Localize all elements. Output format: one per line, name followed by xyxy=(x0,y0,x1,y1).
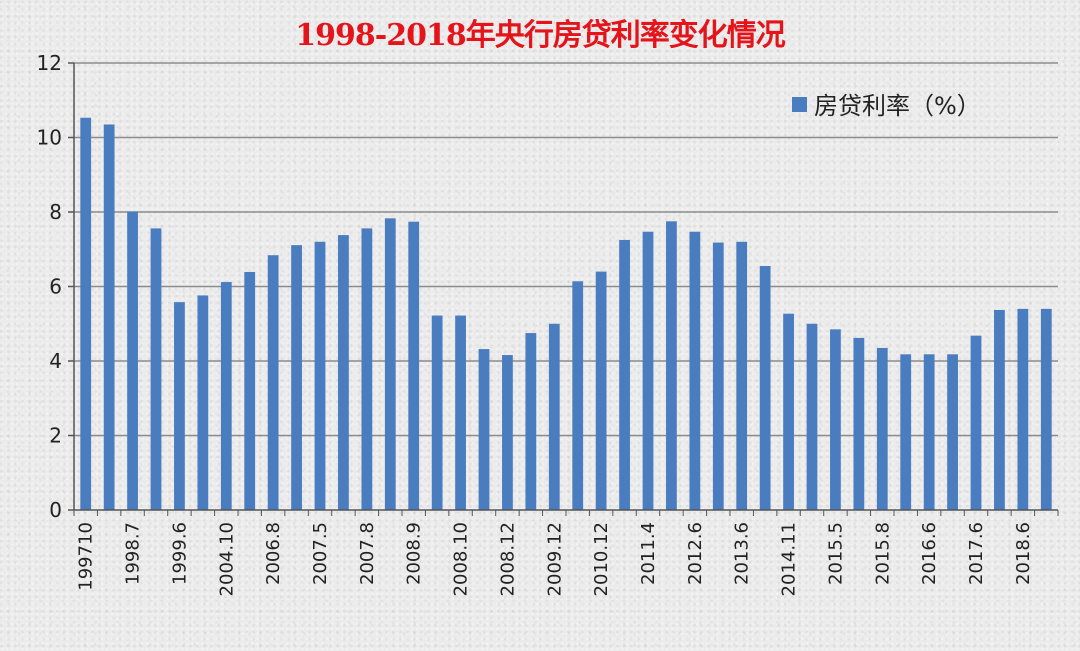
x-tick-label: 2006.8 xyxy=(263,522,284,585)
x-tick-label: 2014.11 xyxy=(779,522,800,596)
axes xyxy=(68,62,1059,516)
bar xyxy=(548,323,560,510)
x-tick-label: 2007.8 xyxy=(357,522,378,585)
x-tick-label: 2012.6 xyxy=(685,522,706,585)
bar xyxy=(80,117,92,510)
bar xyxy=(830,329,841,510)
x-tick-label: 2015.8 xyxy=(872,522,893,585)
bar xyxy=(572,281,584,510)
bar xyxy=(783,313,794,510)
bar xyxy=(642,231,654,510)
gridlines xyxy=(74,62,1058,437)
bar xyxy=(736,241,748,511)
bar xyxy=(502,355,513,510)
bar xyxy=(103,124,115,511)
bar xyxy=(455,315,466,510)
bar xyxy=(291,245,302,510)
bar xyxy=(431,315,443,510)
x-tick-label: 2013.6 xyxy=(732,522,753,585)
bar xyxy=(384,218,396,510)
bar xyxy=(150,228,162,510)
bar xyxy=(619,239,630,510)
x-tick-label: 2010.12 xyxy=(591,522,612,596)
bar xyxy=(1017,308,1029,510)
bar xyxy=(361,228,373,510)
bar xyxy=(478,349,490,510)
bar xyxy=(666,221,677,510)
bar xyxy=(267,255,279,510)
bar xyxy=(595,271,607,510)
x-tick-label: 2008.9 xyxy=(404,522,425,585)
bar xyxy=(244,271,256,510)
bars xyxy=(80,117,1052,511)
x-axis-tick-labels: 199710 1998.7 1999.6 2004.10 2006.8 2007.5 200… xyxy=(76,522,1034,596)
bar xyxy=(525,333,537,510)
bar xyxy=(314,241,326,511)
x-tick-label: 2011.4 xyxy=(638,522,659,585)
bar xyxy=(900,354,912,510)
bar xyxy=(174,302,185,510)
legend: 房贷利率（%） xyxy=(792,92,981,120)
bar xyxy=(338,235,349,510)
x-tick-label: 2004.10 xyxy=(216,522,237,596)
y-tick-label: 10 xyxy=(37,126,62,150)
bar xyxy=(876,347,888,510)
y-tick-label: 4 xyxy=(49,349,62,373)
bar xyxy=(1040,308,1052,510)
x-tick-label: 199710 xyxy=(76,522,97,591)
x-tick-label: 2018.6 xyxy=(1013,522,1034,585)
x-tick-label: 2017.6 xyxy=(966,522,987,585)
y-tick-label: 0 xyxy=(49,498,62,522)
bar xyxy=(712,242,724,511)
x-tick-label: 2008.12 xyxy=(497,522,518,596)
legend-swatch xyxy=(792,97,807,112)
x-tick-label: 2009.12 xyxy=(544,522,565,596)
y-tick-label: 2 xyxy=(49,424,62,448)
chart-title: 1998-2018年央行房贷利率变化情况 xyxy=(295,18,785,53)
x-tick-label: 2008.10 xyxy=(451,522,472,596)
bar xyxy=(408,221,420,510)
x-tick-label: 2016.6 xyxy=(919,522,940,585)
x-tick-label: 1999.6 xyxy=(169,522,190,585)
x-tick-label: 2007.5 xyxy=(310,522,331,585)
x-tick-label: 2015.5 xyxy=(825,522,846,585)
bar xyxy=(220,282,232,510)
y-tick-label: 8 xyxy=(49,200,62,224)
bar xyxy=(689,231,701,510)
bar xyxy=(947,354,958,510)
y-axis-tick-labels: 0 2 4 6 8 10 12 xyxy=(37,51,62,522)
y-tick-label: 12 xyxy=(37,51,62,75)
y-tick-label: 6 xyxy=(49,275,62,299)
bar xyxy=(759,266,771,510)
bar xyxy=(994,309,1005,510)
bar xyxy=(806,323,818,510)
legend-label: 房贷利率（%） xyxy=(814,92,981,120)
x-tick-label: 1998.7 xyxy=(123,522,144,585)
bar xyxy=(127,211,138,510)
bar xyxy=(970,335,982,510)
bar xyxy=(923,354,935,510)
bar xyxy=(197,295,209,510)
bar xyxy=(853,337,865,510)
